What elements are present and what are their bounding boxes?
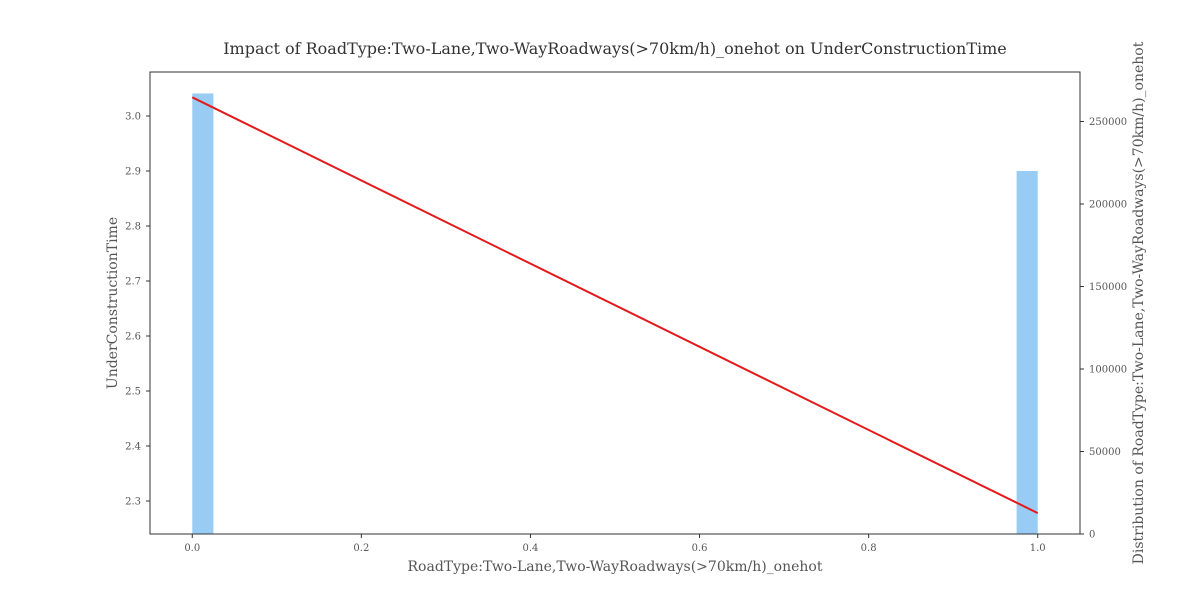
y-tick-label: 2.6 (125, 332, 141, 343)
y-tick-label: 2.9 (125, 167, 141, 178)
y-tick-label: 2.8 (125, 222, 141, 233)
y2-tick-label: 200000 (1089, 200, 1127, 211)
y-tick-label: 3.0 (125, 112, 141, 123)
histogram-bar-1 (1016, 171, 1038, 534)
y2-tick-label: 100000 (1089, 365, 1127, 376)
plot-frame (149, 71, 1081, 535)
y2-tick-label: 250000 (1089, 117, 1127, 128)
y2-tick-label: 0 (1089, 530, 1095, 541)
y-axis-ticks: 2.3 2.4 2.5 2.6 2.7 2.8 2.9 3.0 (125, 112, 150, 508)
y-tick-label: 2.7 (125, 277, 141, 288)
histogram-bars (192, 93, 1038, 534)
y-tick-label: 2.5 (125, 387, 141, 398)
trend-line-path (191, 96, 1039, 514)
x-tick-label: 0.0 (184, 543, 200, 554)
y-tick-label: 2.4 (125, 442, 141, 453)
x-tick-label: 0.4 (523, 543, 539, 554)
x-axis-ticks: 0.0 0.2 0.4 0.6 0.8 1.0 (184, 534, 1046, 554)
y2-axis-ticks: 0 50000 100000 150000 200000 250000 (1080, 117, 1127, 541)
x-tick-label: 1.0 (1030, 543, 1046, 554)
y2-tick-label: 50000 (1089, 447, 1121, 458)
x-tick-label: 0.6 (692, 543, 708, 554)
chart-title: Impact of RoadType:Two-Lane,Two-WayRoadw… (223, 39, 1007, 58)
y-axis-label: UnderConstructionTime (105, 217, 121, 389)
x-axis-label: RoadType:Two-Lane,Two-WayRoadways(>70km/… (408, 559, 823, 575)
x-tick-label: 0.8 (861, 543, 877, 554)
y-tick-label: 2.3 (125, 497, 141, 508)
y2-axis-label: Distribution of RoadType:Two-Lane,Two-Wa… (1131, 41, 1147, 564)
trend-line (191, 96, 1039, 514)
y2-tick-label: 150000 (1089, 282, 1127, 293)
histogram-bar-0 (192, 93, 214, 534)
x-tick-label: 0.2 (353, 543, 369, 554)
